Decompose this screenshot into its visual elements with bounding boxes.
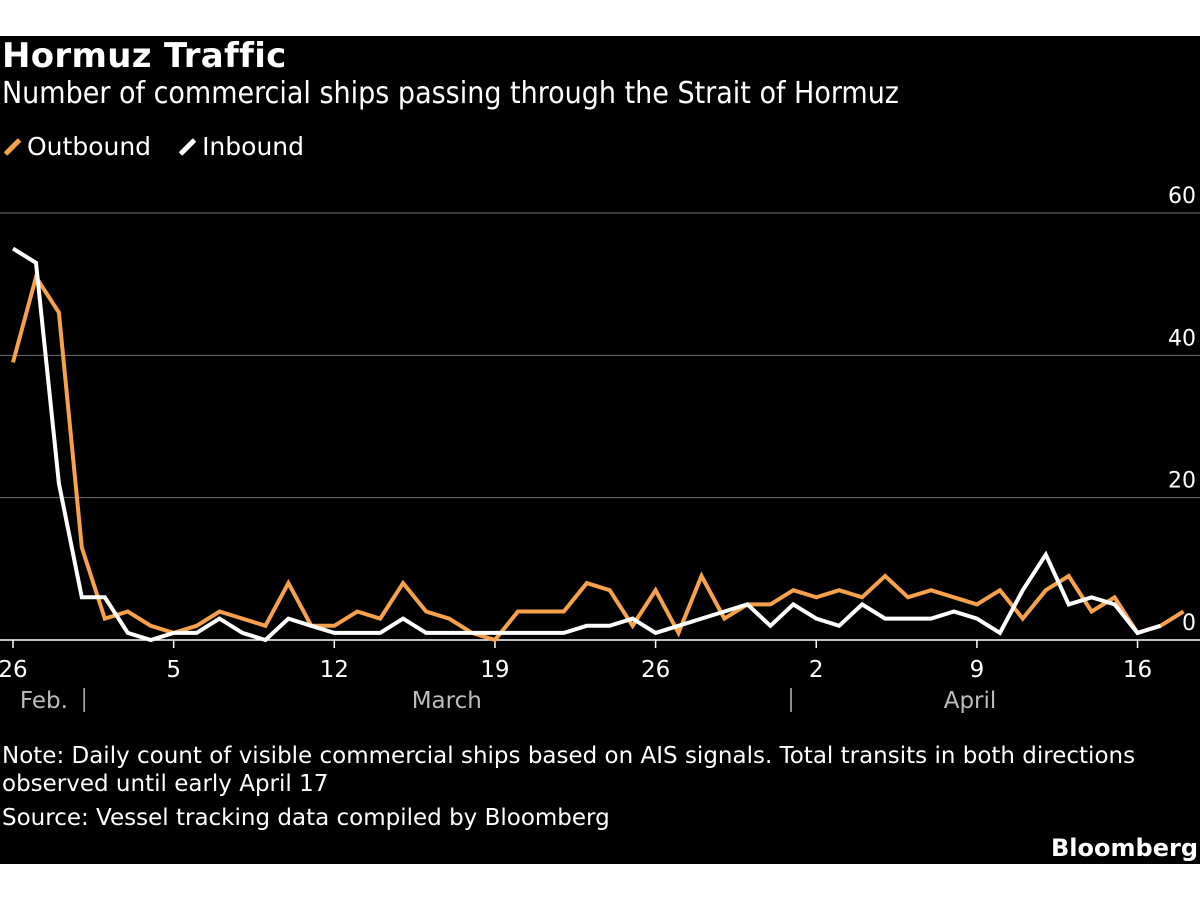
chart-note: Note: Daily count of visible commercial … [2, 743, 1136, 797]
chart-card: Hormuz Traffic Number of commercial ship… [0, 36, 1200, 864]
y-tick-label: 20 [1168, 469, 1196, 494]
series-line-inbound [11, 246, 1162, 643]
legend-label-inbound: Inbound [202, 132, 305, 161]
x-tick-label: 19 [480, 657, 509, 683]
chart-title: Hormuz Traffic [2, 36, 287, 76]
y-tick-label: 60 [1168, 184, 1196, 209]
chart-source: Source: Vessel tracking data compiled by… [2, 805, 610, 831]
series-line-outbound [11, 272, 1185, 643]
x-tick-label: 26 [0, 657, 28, 683]
chart-subtitle: Number of commercial ships passing throu… [2, 76, 899, 111]
x-tick-label: 2 [809, 657, 824, 683]
x-tick-label: 16 [1123, 657, 1152, 683]
y-tick-label: 40 [1168, 326, 1196, 351]
line-chart: 0 20 40 60 26 5 12 19 26 2 9 16 Feb. March April [0, 184, 1200, 714]
legend-item-inbound: Inbound [177, 132, 304, 161]
month-label: April [944, 688, 997, 714]
legend-label-outbound: Outbound [27, 132, 152, 161]
month-label: March [412, 688, 482, 714]
legend-item-outbound: Outbound [2, 132, 151, 161]
x-tick-label: 26 [641, 657, 670, 683]
month-label: Feb. [20, 688, 68, 714]
x-tick-label: 9 [970, 657, 985, 683]
x-tick-label: 5 [166, 657, 181, 683]
x-tick-label: 12 [320, 657, 349, 683]
legend: Outbound Inbound [2, 132, 330, 161]
brand-logo: Bloomberg [1051, 834, 1198, 862]
y-tick-label: 0 [1182, 611, 1196, 636]
